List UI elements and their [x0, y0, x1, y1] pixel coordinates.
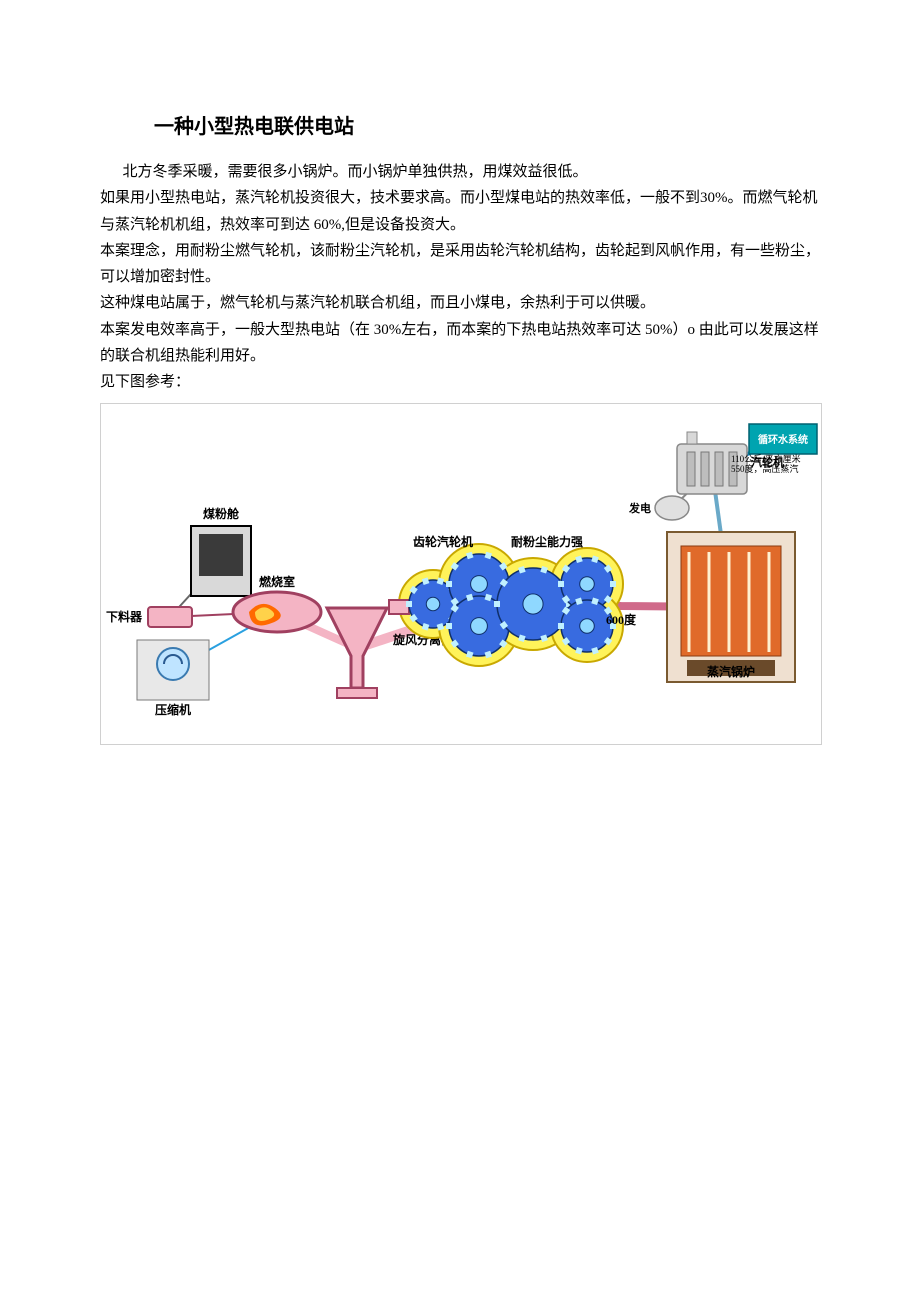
svg-text:燃烧室: 燃烧室	[259, 574, 295, 589]
document-page: 一种小型热电联供电站 北方冬季采暖，需要很多小锅炉。而小锅炉单独供热，用煤效益很…	[0, 0, 920, 815]
svg-text:下料器: 下料器	[106, 609, 143, 624]
paragraph-2: 如果用小型热电站，蒸汽轮机投资很大，技术要求高。而小型煤电站的热效率低，一般不到…	[100, 185, 820, 238]
paragraph-1: 北方冬季采暖，需要很多小锅炉。而小锅炉单独供热，用煤效益很低。	[100, 159, 820, 185]
doc-title: 一种小型热电联供电站	[154, 110, 820, 145]
svg-text:发电: 发电	[628, 501, 651, 515]
svg-text:压缩机: 压缩机	[155, 702, 191, 717]
paragraph-5: 本案发电效率高于，一般大型热电站（在 30%左右，而本案的下热电站热效率可达 5…	[100, 317, 820, 370]
svg-text:煤粉舱: 煤粉舱	[203, 506, 240, 521]
paragraph-3: 本案理念，用耐粉尘燃气轮机，该耐粉尘汽轮机，是采用齿轮汽轮机结构，齿轮起到风帆作…	[100, 238, 820, 291]
svg-text:齿轮汽轮机: 齿轮汽轮机	[413, 534, 473, 549]
svg-text:110公斤/平方厘米550度，高压蒸汽: 110公斤/平方厘米550度，高压蒸汽	[731, 453, 801, 474]
svg-text:循环水系统: 循环水系统	[758, 433, 808, 446]
paragraph-6: 见下图参考：	[100, 369, 820, 395]
svg-text:耐粉尘能力强: 耐粉尘能力强	[511, 534, 583, 549]
paragraph-4: 这种煤电站属于，燃气轮机与蒸汽轮机联合机组，而且小煤电，余热利于可以供暖。	[100, 290, 820, 316]
svg-text:蒸汽锅炉: 蒸汽锅炉	[707, 664, 755, 679]
svg-text:600度: 600度	[606, 612, 637, 627]
process-diagram: 煤粉舱下料器压缩机燃烧室旋风分离器齿轮汽轮机耐粉尘能力强600度蒸汽锅炉汽轮机发…	[100, 403, 822, 745]
